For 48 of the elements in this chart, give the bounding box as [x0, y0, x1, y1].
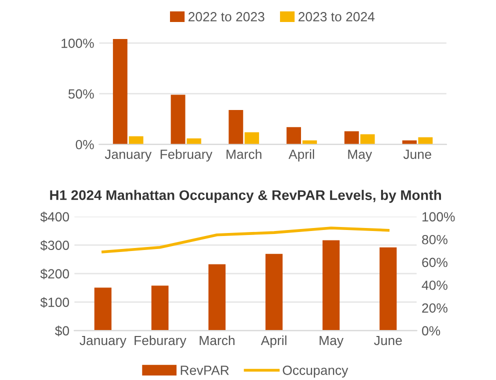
y-tick-label: $0	[55, 326, 70, 336]
bar	[170, 94, 186, 144]
chart-title: H1 2024 Manhattan Occupancy & RevPAR Levels, by Month	[50, 190, 441, 203]
bar	[186, 138, 202, 144]
bar	[112, 39, 128, 144]
legend-label: 2022 to 2023	[188, 12, 264, 22]
x-tick-label: February	[160, 149, 212, 162]
y2-tick-label: 100%	[422, 212, 455, 222]
x-tick-label: January	[80, 336, 126, 348]
x-tick-label: June	[403, 150, 432, 159]
bar	[151, 286, 169, 331]
bar	[344, 131, 359, 144]
legend-label: Occupancy	[282, 366, 348, 378]
x-tick-label: June	[374, 336, 402, 346]
y-tick-label: $300	[40, 240, 70, 251]
y-tick-label: $200	[40, 268, 70, 280]
x-tick-label: March	[226, 149, 262, 159]
bar	[380, 247, 397, 331]
y-tick-label: $400	[40, 212, 70, 222]
x-tick-label: April	[260, 335, 286, 348]
y-tick-label: 50%	[68, 89, 94, 99]
x-tick-label: May	[348, 150, 372, 162]
y2-tick-label: 20%	[422, 303, 448, 313]
bar	[244, 132, 260, 144]
legend-label: 2023 to 2024	[298, 12, 375, 22]
bar	[360, 134, 375, 144]
x-tick-label: May	[320, 336, 344, 348]
y2-tick-label: 0%	[422, 326, 440, 336]
bar	[94, 288, 112, 331]
bar	[265, 254, 283, 331]
y2-tick-label: 80%	[422, 234, 448, 244]
y2-tick-label: 60%	[422, 258, 448, 268]
x-tick-label: March	[200, 335, 234, 346]
legend-label: RevPAR	[180, 366, 229, 375]
bar	[418, 137, 433, 144]
bar	[322, 240, 340, 331]
x-tick-label: Feburary	[134, 335, 186, 348]
bar	[128, 136, 144, 144]
y-tick-label: 0%	[76, 140, 94, 150]
bar	[208, 264, 226, 331]
y-tick-label: $100	[40, 297, 70, 308]
bar	[286, 127, 302, 144]
x-tick-label: April	[288, 149, 314, 162]
bar	[228, 110, 244, 144]
x-tick-label: January	[104, 150, 152, 162]
y-tick-label: 100%	[62, 38, 94, 48]
line-series	[102, 226, 390, 254]
y2-tick-label: 40%	[422, 280, 448, 290]
